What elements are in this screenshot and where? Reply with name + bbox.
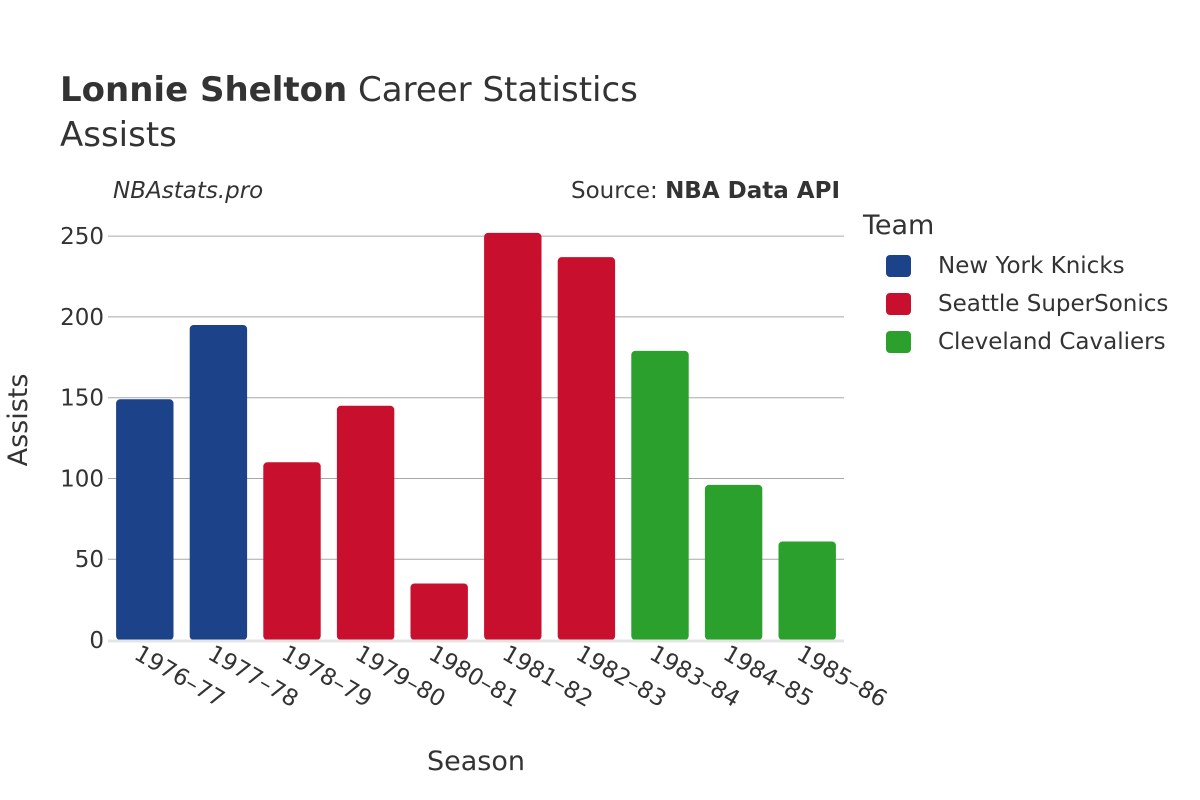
y-tick-label: 50 [75,547,104,573]
source-credit: Source: NBA Data API [571,178,840,204]
bar [484,232,542,640]
bar [704,484,763,640]
legend-item-cleveland-cavaliers[interactable]: Cleveland Cavaliers [886,329,1166,355]
bar [336,405,395,640]
legend-swatch [886,255,911,277]
bar [116,399,174,640]
legend-swatch [886,331,911,353]
x-axis-title: Season [427,746,525,777]
y-axis-title: Assists [3,374,34,467]
chart-subtitle: Assists [60,114,177,155]
site-credit: NBAstats.pro [113,178,264,204]
source-prefix: Source: [571,178,666,204]
y-tick-label: 0 [89,628,104,654]
y-tick-label: 150 [60,386,104,412]
bar [263,462,321,640]
y-tick-label: 200 [60,305,104,331]
source-name: NBA Data API [665,178,840,204]
chart-title-player: Lonnie Shelton [60,70,348,110]
legend-title: Team [863,210,935,241]
bar [778,541,836,640]
y-tick-label: 100 [60,466,104,492]
bar [189,325,248,640]
legend-label: New York Knicks [938,253,1125,279]
chart-title-suffix: Career Statistics [358,70,638,110]
legend-item-new-york-knicks[interactable]: New York Knicks [886,253,1125,279]
bar [557,257,616,640]
chart-title: Lonnie Shelton Career Statistics Assists [60,68,638,158]
bar [410,583,468,640]
legend-label: Cleveland Cavaliers [938,329,1166,355]
legend-swatch [886,293,911,315]
legend-label: Seattle SuperSonics [938,291,1169,317]
bar [631,350,689,640]
y-tick-label: 250 [60,224,104,250]
legend-item-seattle-supersonics[interactable]: Seattle SuperSonics [886,291,1168,317]
